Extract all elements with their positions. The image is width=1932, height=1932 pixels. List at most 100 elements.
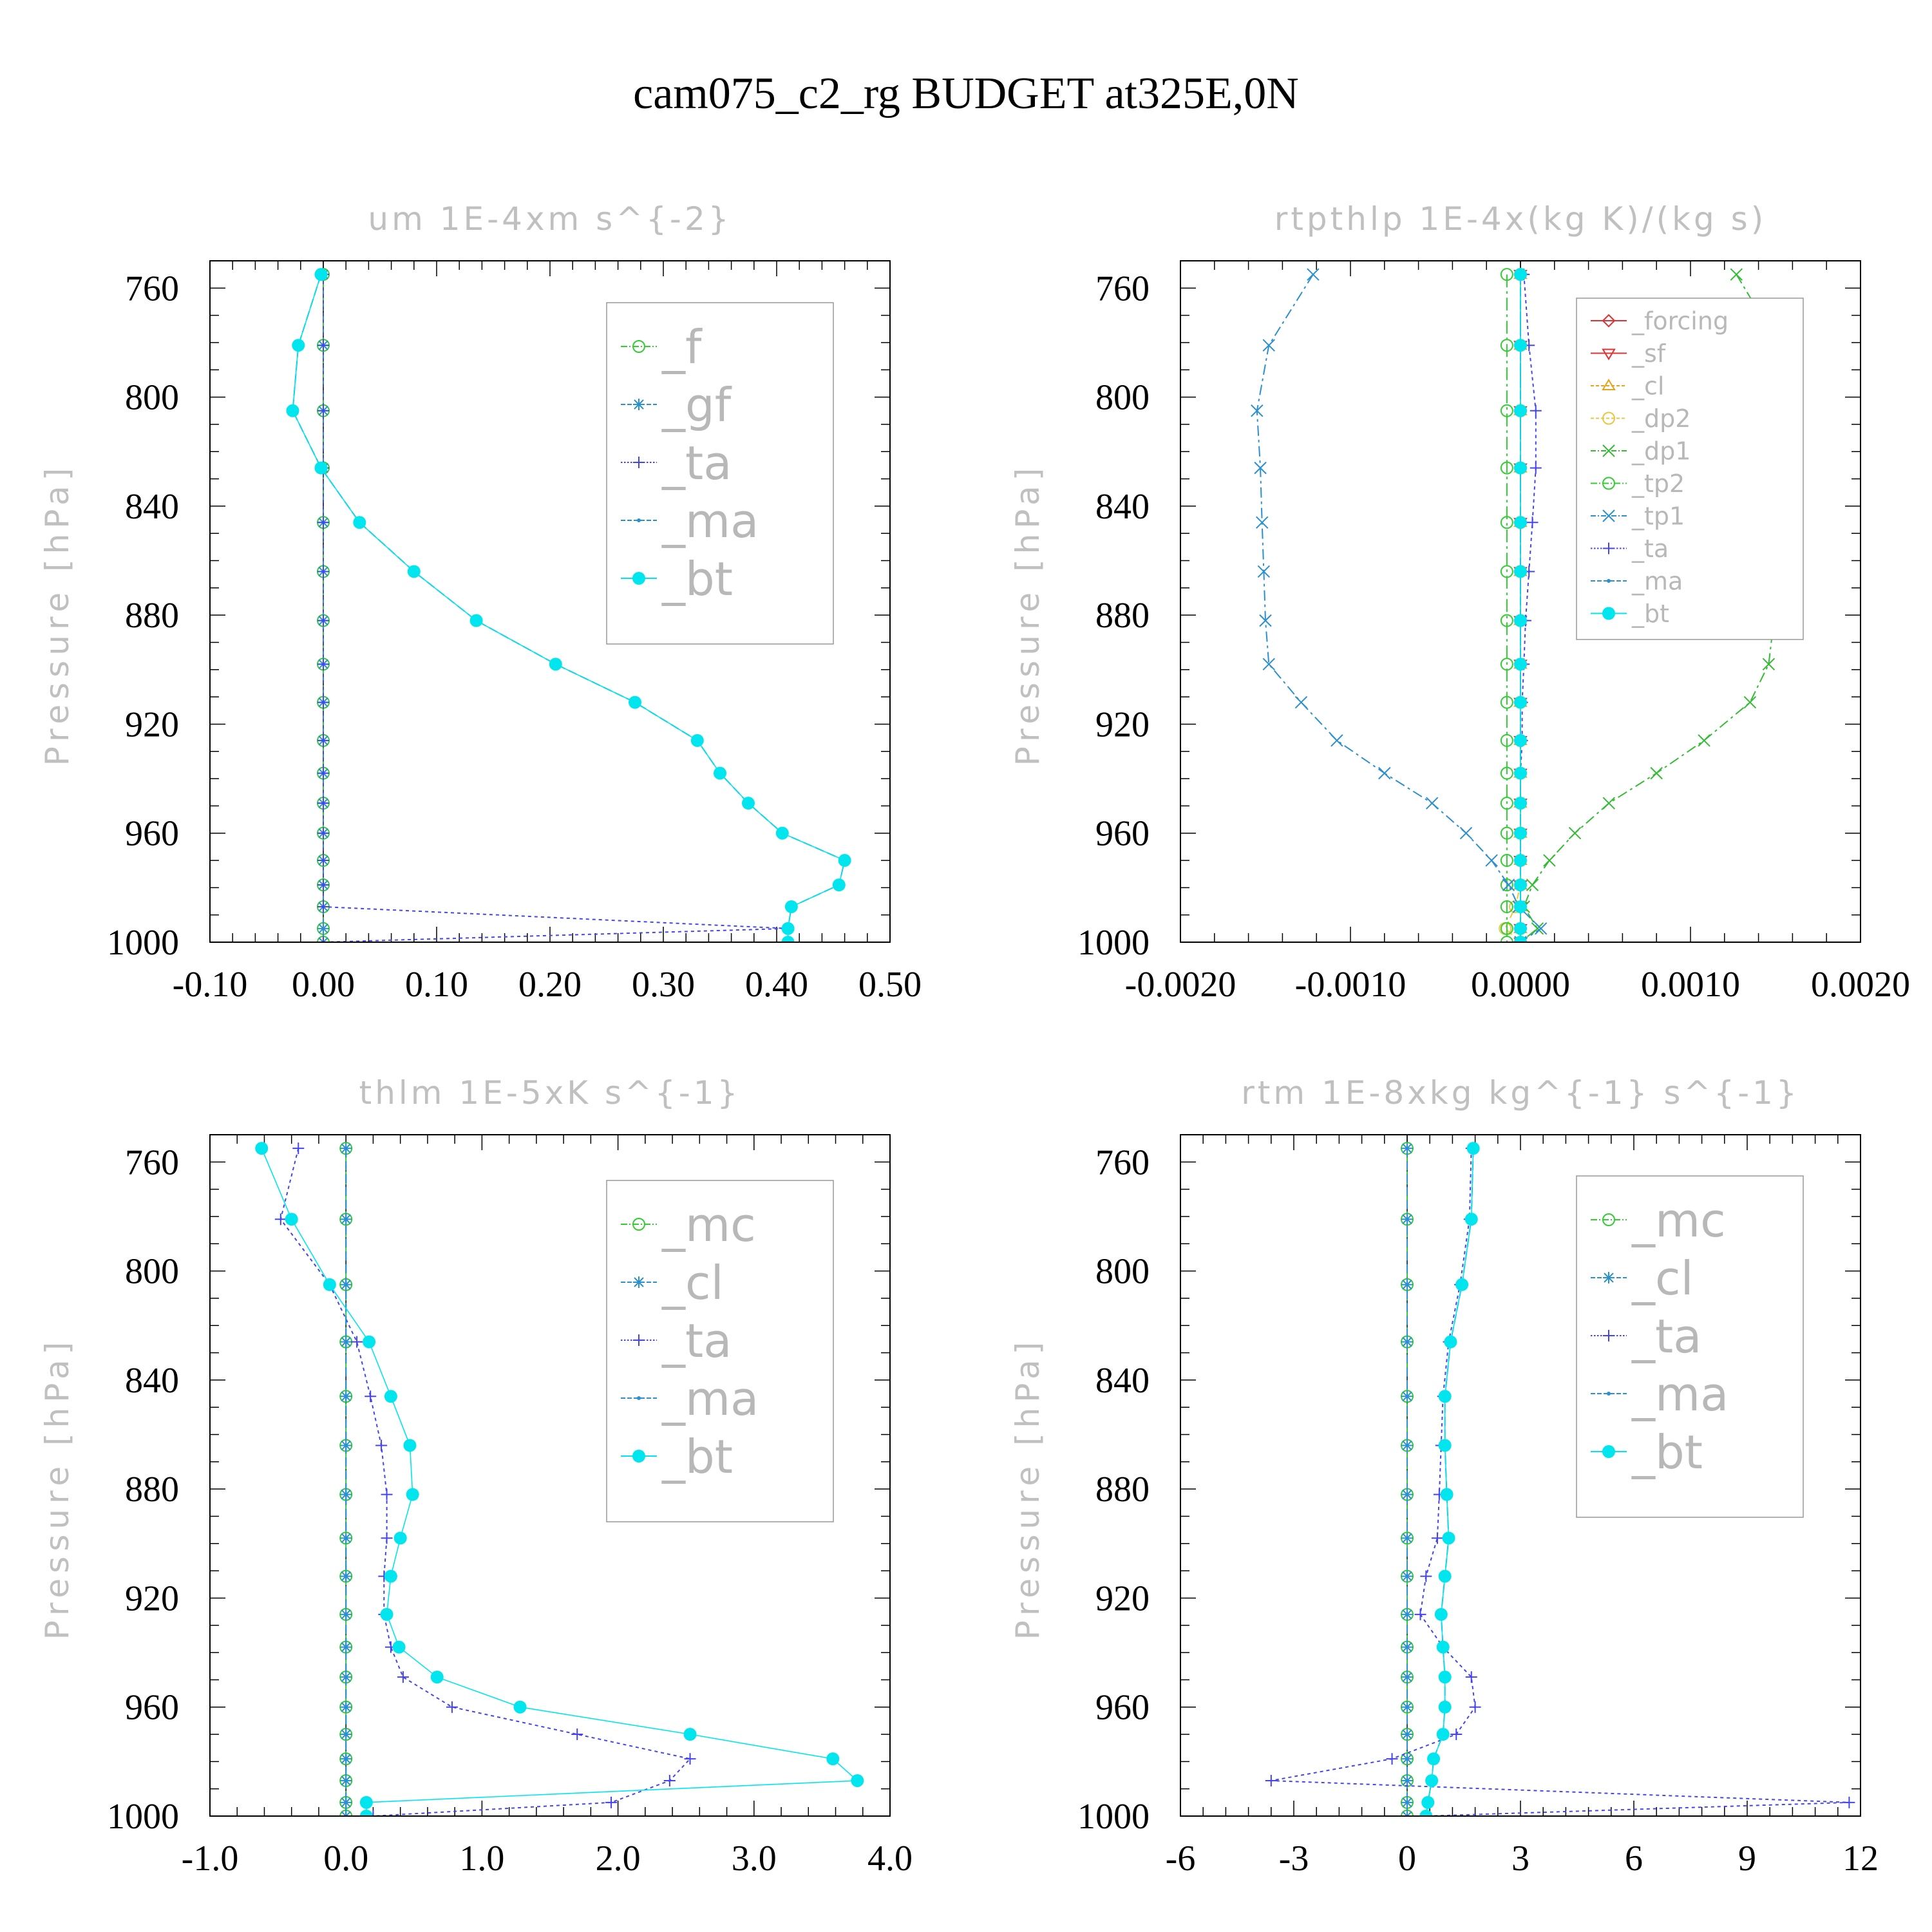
data-point-bt (851, 1774, 864, 1787)
chart-panel-4: rtm 1E-8xkg kg^{-1} s^{-1} Pressure [hPa]… (1009, 1074, 1879, 1879)
legend-box (1576, 298, 1804, 640)
data-point-cl (1401, 1532, 1413, 1544)
y-axis-label: Pressure [hPa] (1009, 463, 1046, 766)
data-point-ta (1843, 1796, 1855, 1808)
data-point-bt (781, 936, 795, 942)
legend-marker-forcing (1602, 314, 1616, 328)
legend-label-mc: _mc (1631, 1193, 1726, 1247)
data-point-dp1 (1730, 268, 1743, 281)
data-point-ta (317, 797, 329, 810)
data-point-bt (1514, 404, 1527, 417)
data-point-bt (742, 797, 755, 810)
x-tick-label: 9 (1738, 1839, 1756, 1879)
x-tick-label: -6 (1166, 1839, 1196, 1879)
y-tick-label: 840 (125, 1361, 179, 1401)
data-point-ta (365, 1390, 377, 1403)
data-point-bt (403, 1439, 417, 1452)
legend-label-cl: _cl (661, 1256, 724, 1310)
series-line-ta (1520, 274, 1537, 942)
data-point-bt (1466, 1142, 1480, 1155)
chart-panel-2: rtpthlp 1E-4x(kg K)/(kg s) Pressure [hPa]… (1009, 200, 1910, 1005)
series-group (1265, 1142, 1855, 1816)
legend-marker-dp2 (1602, 412, 1615, 425)
data-point-ma (344, 1492, 348, 1497)
data-point-tp1 (1459, 827, 1473, 840)
y-tick-label: 920 (1095, 1578, 1150, 1618)
data-point-ta (381, 1488, 393, 1501)
legend-marker-mc (632, 1218, 645, 1231)
legend-marker-dp1 (1602, 444, 1615, 457)
legend-marker-sf (1602, 348, 1616, 361)
data-point-bt (1438, 1700, 1452, 1714)
data-point-ma (344, 1340, 348, 1344)
data-point-bt (1438, 1671, 1452, 1684)
data-point-ta (317, 696, 329, 708)
y-tick-label: 1000 (1077, 923, 1150, 963)
legend-marker-bt (1602, 1445, 1615, 1458)
data-point-ma (344, 1536, 348, 1540)
panel-title: rtpthlp 1E-4x(kg K)/(kg s) (1274, 200, 1766, 238)
y-tick-label: 800 (125, 378, 179, 418)
data-point-ta (397, 1671, 409, 1683)
y-tick-label: 960 (1095, 814, 1150, 854)
legend-marker-tp2 (1602, 477, 1615, 490)
data-point-cl (1401, 1774, 1413, 1786)
data-point-bt (1514, 268, 1527, 281)
data-point-ma (344, 1612, 348, 1616)
data-point-ta (446, 1701, 458, 1713)
data-point-bt (1427, 1752, 1441, 1766)
data-point-bt (1514, 766, 1527, 780)
data-point-tp2 (1500, 614, 1513, 627)
data-point-bt (832, 878, 846, 892)
data-point-gf (317, 922, 329, 934)
data-point-bt (1442, 1531, 1455, 1545)
data-point-bt (323, 1278, 336, 1291)
data-point-dp1 (1602, 797, 1615, 810)
legend-marker-cl (633, 1276, 645, 1288)
data-point-ta (605, 1796, 618, 1808)
legend-label-ta: _ta (1631, 535, 1669, 563)
y-axis-label: Pressure [hPa] (1009, 1337, 1046, 1640)
data-point-bt (1440, 1488, 1454, 1501)
data-point-bt (384, 1390, 397, 1403)
data-point-bt (469, 614, 483, 627)
legend-marker-gf (633, 399, 645, 410)
data-point-tp2 (1500, 797, 1513, 810)
series-line-ta (1271, 1148, 1850, 1816)
legend: _f_gf_ta_ma_bt (606, 302, 834, 645)
x-tick-label: 0.0010 (1641, 965, 1740, 1005)
data-point-bt (285, 1213, 298, 1226)
data-point-bt (1421, 1795, 1435, 1809)
data-point-tp1 (1502, 878, 1515, 891)
x-tick-label: 0.50 (858, 965, 922, 1005)
data-point-tp1 (1262, 339, 1275, 352)
data-point-dp1 (1568, 827, 1582, 840)
legend-marker-ta (633, 1334, 645, 1346)
data-point-bt (353, 516, 366, 529)
data-point-ma (344, 1675, 348, 1680)
x-tick-label: -3 (1279, 1839, 1309, 1879)
data-point-ta (367, 1810, 379, 1816)
legend-label-dp1: _dp1 (1631, 437, 1690, 466)
data-point-tp1 (1262, 658, 1275, 671)
legend-label-ta: _ta (1631, 1309, 1701, 1363)
data-point-ta (317, 565, 329, 578)
data-point-tp2 (1500, 936, 1513, 942)
data-point-ma (344, 1645, 348, 1649)
legend: _mc_cl_ta_ma_bt (1576, 1175, 1804, 1518)
data-point-cl (1401, 1488, 1413, 1501)
legend-marker-bt (632, 572, 645, 585)
data-point-bt (629, 696, 641, 709)
plot-frame (209, 260, 891, 943)
legend-box (1576, 1175, 1804, 1518)
legend-marker-cl (1602, 379, 1616, 390)
legend-label-cl: _cl (1631, 1251, 1694, 1305)
legend: _forcing _sf _cl _dp2 _dp1 _tp2 _tp1 _ta _ma _bt (1576, 298, 1804, 640)
data-point-bt (255, 1142, 269, 1155)
data-point-bt (690, 734, 704, 747)
x-tick-label: 0.0000 (1471, 965, 1570, 1005)
data-point-bt (1514, 658, 1527, 671)
data-point-tp1 (1259, 614, 1272, 627)
data-point-ta (1265, 1774, 1277, 1786)
data-point-ta (1526, 516, 1539, 529)
